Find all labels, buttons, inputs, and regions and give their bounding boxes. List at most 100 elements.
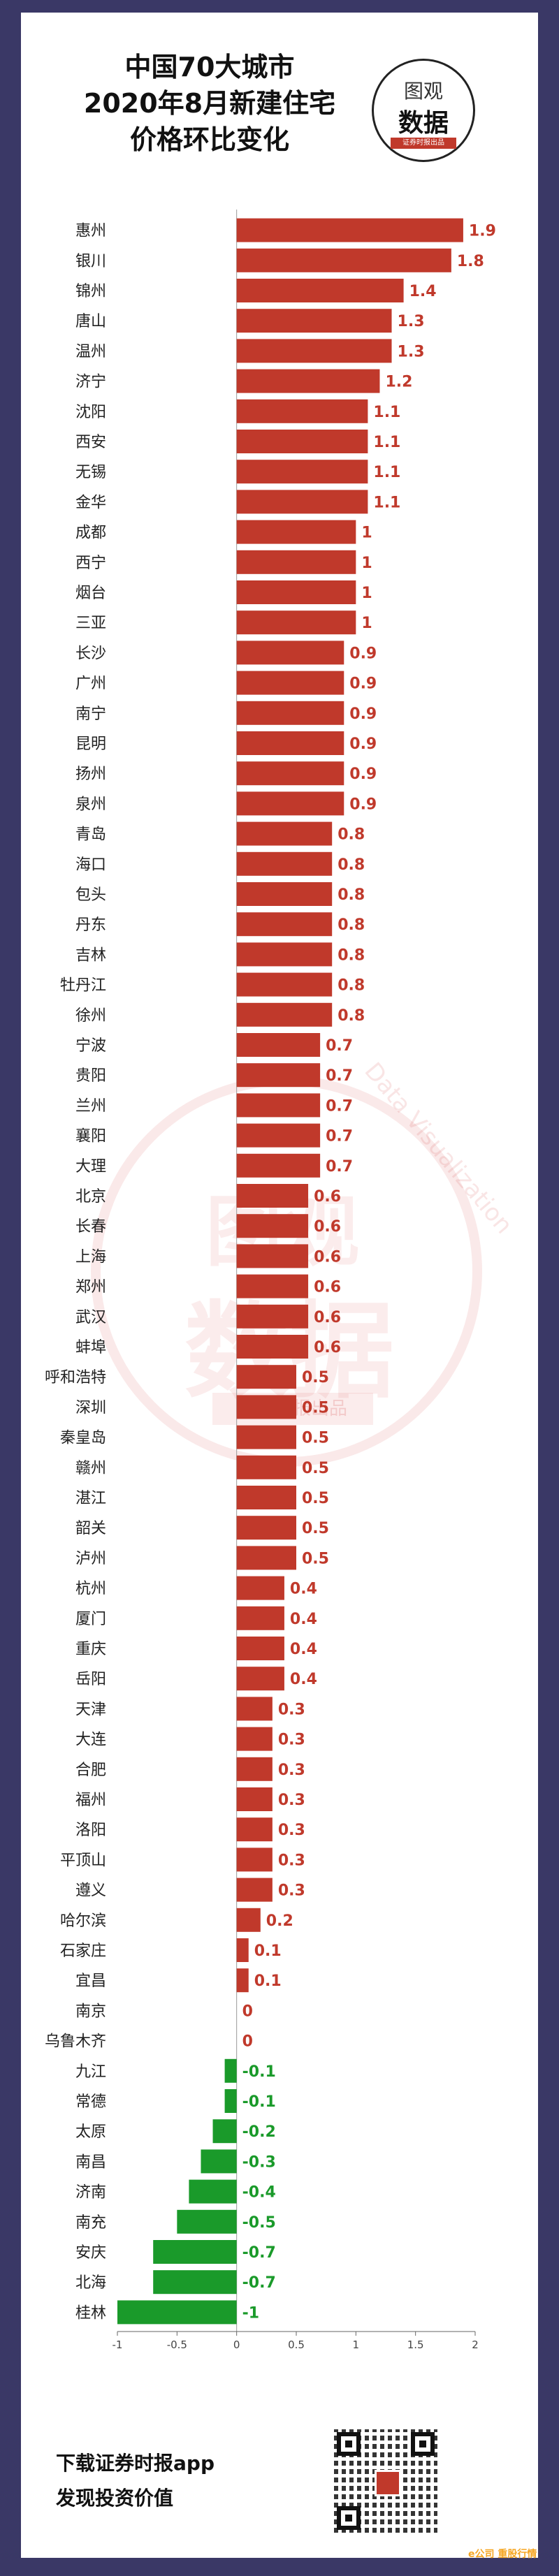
- bar-安庆: [153, 2240, 237, 2264]
- category-label: 宁波: [75, 1037, 106, 1055]
- category-label: 岳阳: [75, 1671, 106, 1688]
- category-label: 金华: [75, 494, 106, 511]
- x-tick-label: 1: [353, 2339, 360, 2351]
- bar-哈尔滨: [236, 1908, 261, 1932]
- value-label: 0.7: [326, 1037, 353, 1055]
- bar-遵义: [236, 1878, 273, 1902]
- x-tick-label: -1: [112, 2339, 123, 2351]
- logo-tag: 证券时报出品: [391, 138, 456, 149]
- category-label: 包头: [75, 886, 106, 904]
- value-label: -0.4: [242, 2184, 276, 2202]
- value-label: 0.3: [278, 1792, 305, 1809]
- category-label: 青岛: [75, 826, 106, 844]
- value-label: 0.8: [337, 1007, 365, 1025]
- value-label: 0.8: [337, 886, 365, 904]
- bar-chart: 惠州 1.9 银川 1.8 锦州 1.4 唐山 1.3 温州 1.3 济宁 1.2 沈阳 1.1 西安 1.1…: [45, 210, 496, 2351]
- value-label: 0.4: [290, 1671, 317, 1688]
- value-label: 0.5: [302, 1399, 329, 1417]
- category-label: 杭州: [75, 1581, 106, 1598]
- value-label: -0.1: [242, 2063, 276, 2081]
- value-label: 0.5: [302, 1460, 329, 1477]
- category-label: 扬州: [75, 766, 106, 783]
- category-label: 武汉: [75, 1309, 106, 1326]
- category-label: 广州: [75, 675, 106, 693]
- bar-海口: [236, 851, 333, 876]
- category-label: 湛江: [75, 1490, 106, 1507]
- category-label: 惠州: [75, 223, 106, 240]
- title-line-1: 中国70大城市: [124, 52, 295, 82]
- footer-brand: e公司 重股行情: [468, 2549, 537, 2560]
- category-label: 海口: [75, 856, 106, 874]
- value-label: -0.7: [242, 2274, 276, 2292]
- category-label: 洛阳: [75, 1822, 106, 1839]
- bar-金华: [236, 490, 368, 514]
- category-label: 乌鲁木齐: [45, 2033, 106, 2051]
- bar-长沙: [236, 641, 344, 665]
- bar-泸州: [236, 1546, 296, 1570]
- value-label: 0.9: [349, 705, 377, 723]
- bar-长春: [236, 1214, 309, 1238]
- bar-重庆: [236, 1637, 284, 1660]
- category-label: 牡丹江: [60, 977, 106, 995]
- bar-沈阳: [236, 399, 368, 423]
- bar-秦皇岛: [236, 1425, 296, 1449]
- value-label: 1: [361, 585, 372, 602]
- value-label: 0.3: [278, 1822, 305, 1839]
- value-label: 0: [242, 2003, 253, 2020]
- bar-贵阳: [236, 1063, 321, 1088]
- value-label: 0.2: [266, 1912, 293, 1930]
- bar-银川: [236, 248, 451, 272]
- value-label: 0.6: [314, 1339, 341, 1356]
- category-label: 济南: [75, 2184, 106, 2202]
- bar-桂林: [117, 2300, 237, 2325]
- title-line-3: 价格环比变化: [129, 124, 289, 155]
- value-label: -0.7: [242, 2244, 276, 2262]
- bar-赣州: [236, 1455, 296, 1479]
- value-label: 0.3: [278, 1762, 305, 1779]
- value-label: 0.5: [302, 1550, 329, 1567]
- bar-兰州: [236, 1093, 321, 1118]
- value-label: 1.3: [398, 343, 425, 360]
- bar-济南: [189, 2179, 237, 2204]
- value-label: 1.1: [373, 404, 400, 421]
- category-label: 成都: [75, 525, 106, 542]
- category-label: 深圳: [75, 1399, 106, 1417]
- bar-湛江: [236, 1486, 296, 1509]
- category-label: 西宁: [75, 555, 106, 572]
- logo-line-2: 数据: [398, 109, 449, 138]
- category-label: 石家庄: [60, 1942, 106, 1960]
- logo-line-1: 图观: [403, 80, 443, 103]
- footer-line-1: 下载证券时报app: [56, 2452, 215, 2475]
- category-label: 赣州: [75, 1460, 106, 1477]
- bar-丹东: [236, 912, 333, 937]
- bar-青岛: [236, 821, 333, 846]
- category-label: 平顶山: [60, 1852, 106, 1869]
- category-label: 昆明: [75, 736, 106, 753]
- value-label: 0.6: [314, 1218, 341, 1236]
- bar-岳阳: [236, 1667, 284, 1691]
- bar-昆明: [236, 731, 344, 755]
- category-label: 贵阳: [75, 1067, 106, 1085]
- bar-徐州: [236, 1002, 333, 1027]
- category-label: 济宁: [75, 374, 106, 391]
- category-label: 锦州: [75, 283, 106, 300]
- bar-牡丹江: [236, 972, 333, 997]
- category-label: 南宁: [75, 705, 106, 723]
- category-label: 哈尔滨: [60, 1912, 106, 1930]
- bar-深圳: [236, 1395, 296, 1419]
- value-label: 0.3: [278, 1701, 305, 1718]
- qr-finder-top-left: [337, 2432, 361, 2456]
- bar-宁波: [236, 1033, 321, 1057]
- bar-北海: [153, 2270, 237, 2295]
- category-label: 长春: [75, 1218, 106, 1236]
- category-label: 兰州: [75, 1097, 106, 1115]
- value-label: 1.1: [373, 464, 400, 481]
- bar-惠州: [236, 218, 463, 242]
- value-label: 1.8: [457, 253, 484, 270]
- category-label: 泸州: [75, 1550, 106, 1567]
- category-label: 常德: [75, 2093, 106, 2111]
- value-label: -0.1: [242, 2093, 276, 2111]
- footer-promo: 下载证券时报app 发现投资价值: [56, 2446, 335, 2516]
- value-label: 1.1: [373, 494, 400, 511]
- value-label: 0.1: [254, 1973, 282, 1990]
